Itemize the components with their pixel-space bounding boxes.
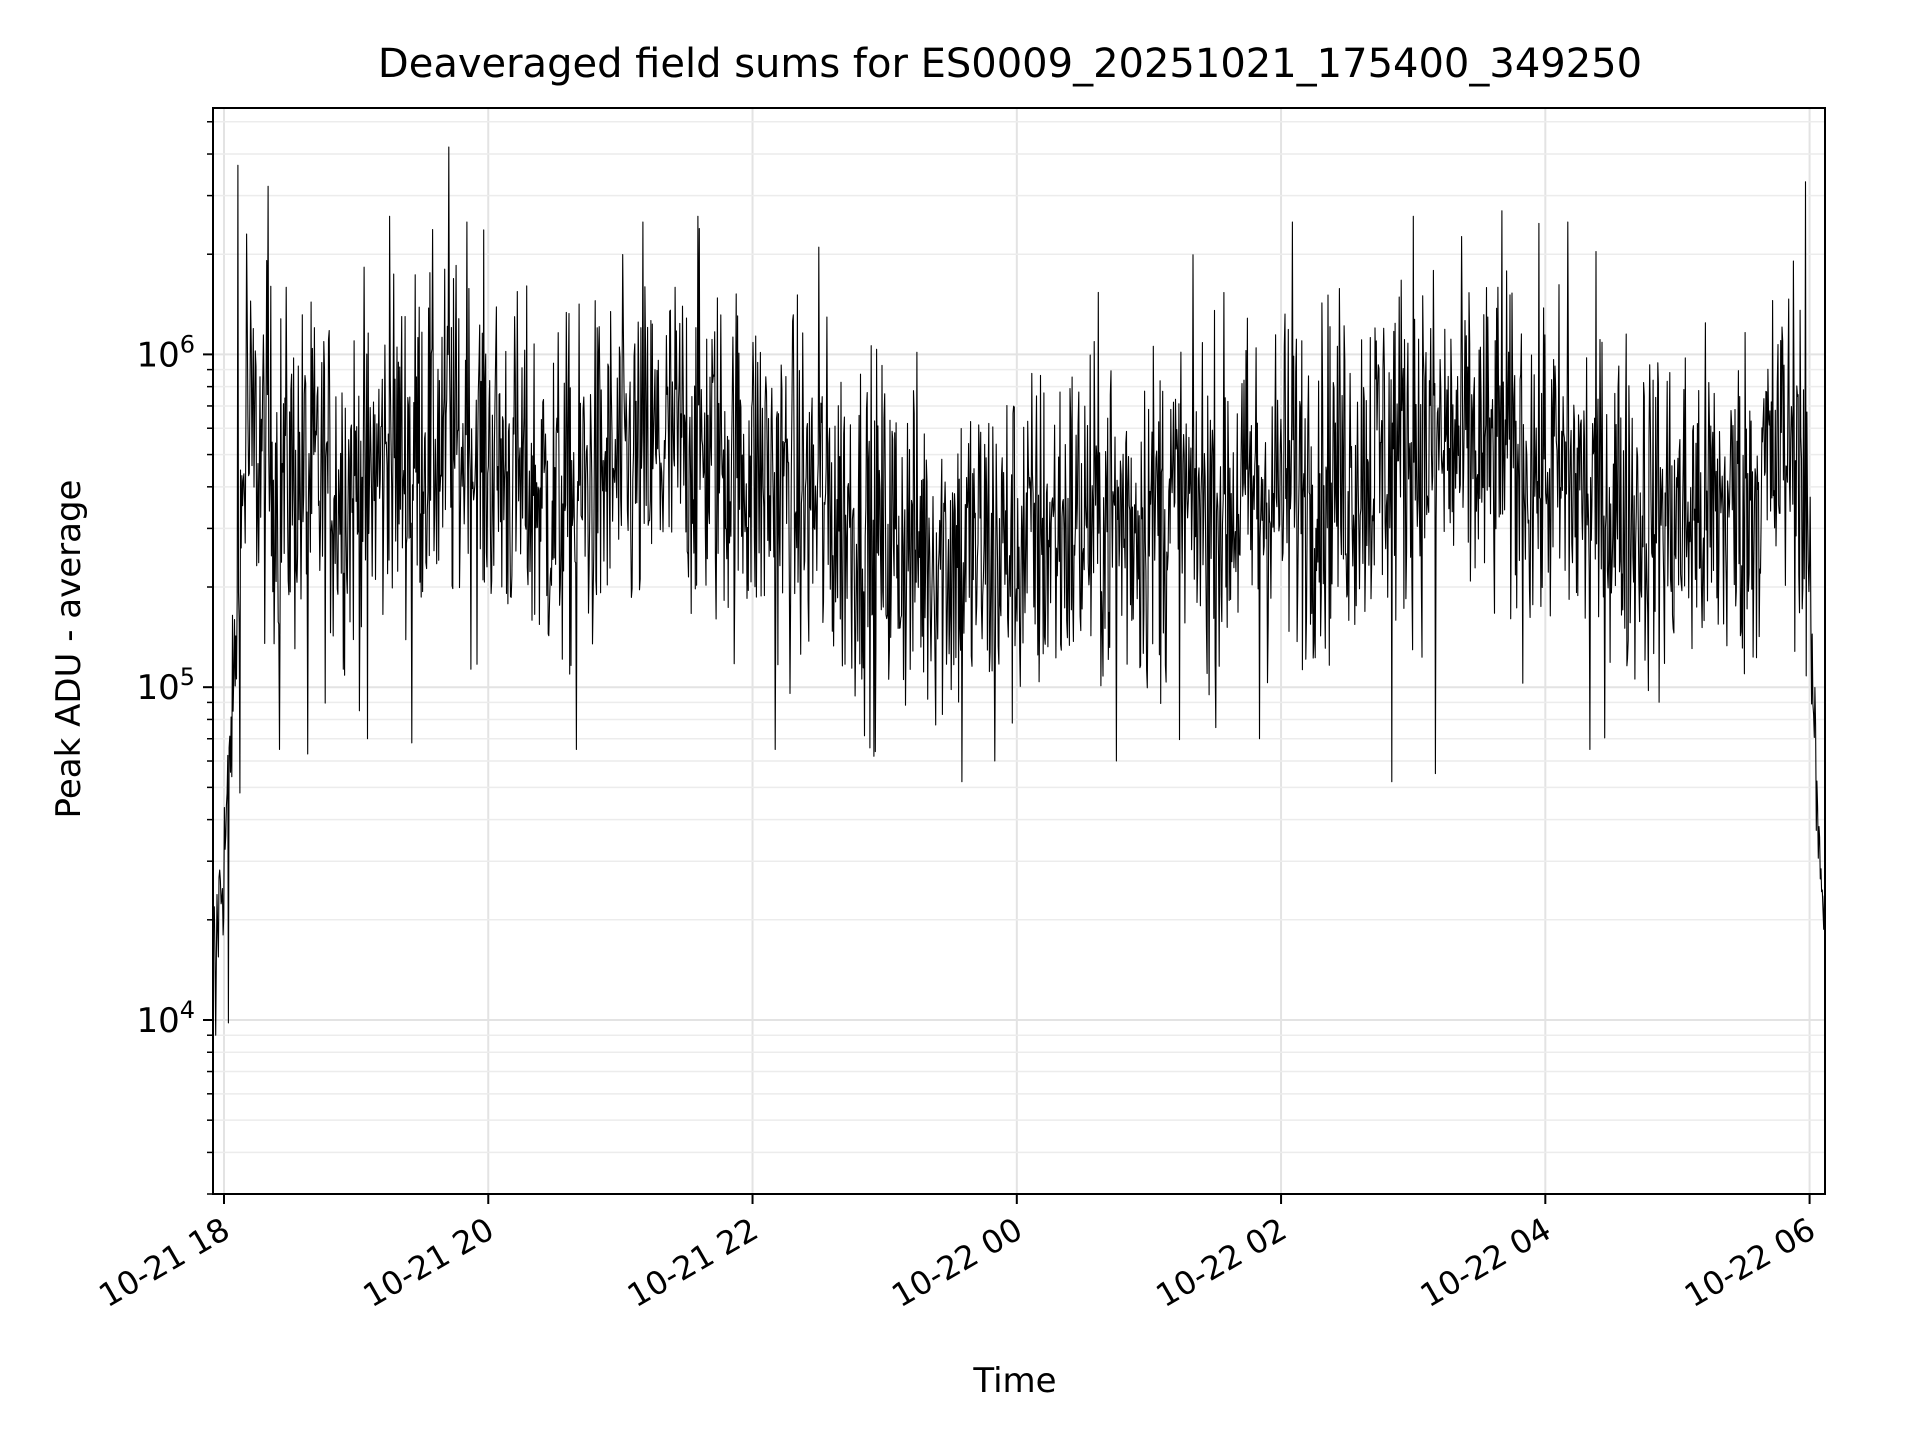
y-tick-label: 106 xyxy=(136,330,195,375)
x-axis-label: Time xyxy=(972,1361,1056,1401)
y-axis-label: Peak ADU - average xyxy=(49,480,89,819)
series-layer xyxy=(212,146,1826,1036)
plot-frame xyxy=(212,107,1826,1195)
y-tick-label: 104 xyxy=(136,996,195,1041)
y-tick-label: 105 xyxy=(136,663,195,708)
series-line xyxy=(212,146,1826,1036)
chart-title: Deaveraged field sums for ES0009_2025102… xyxy=(378,41,1642,87)
